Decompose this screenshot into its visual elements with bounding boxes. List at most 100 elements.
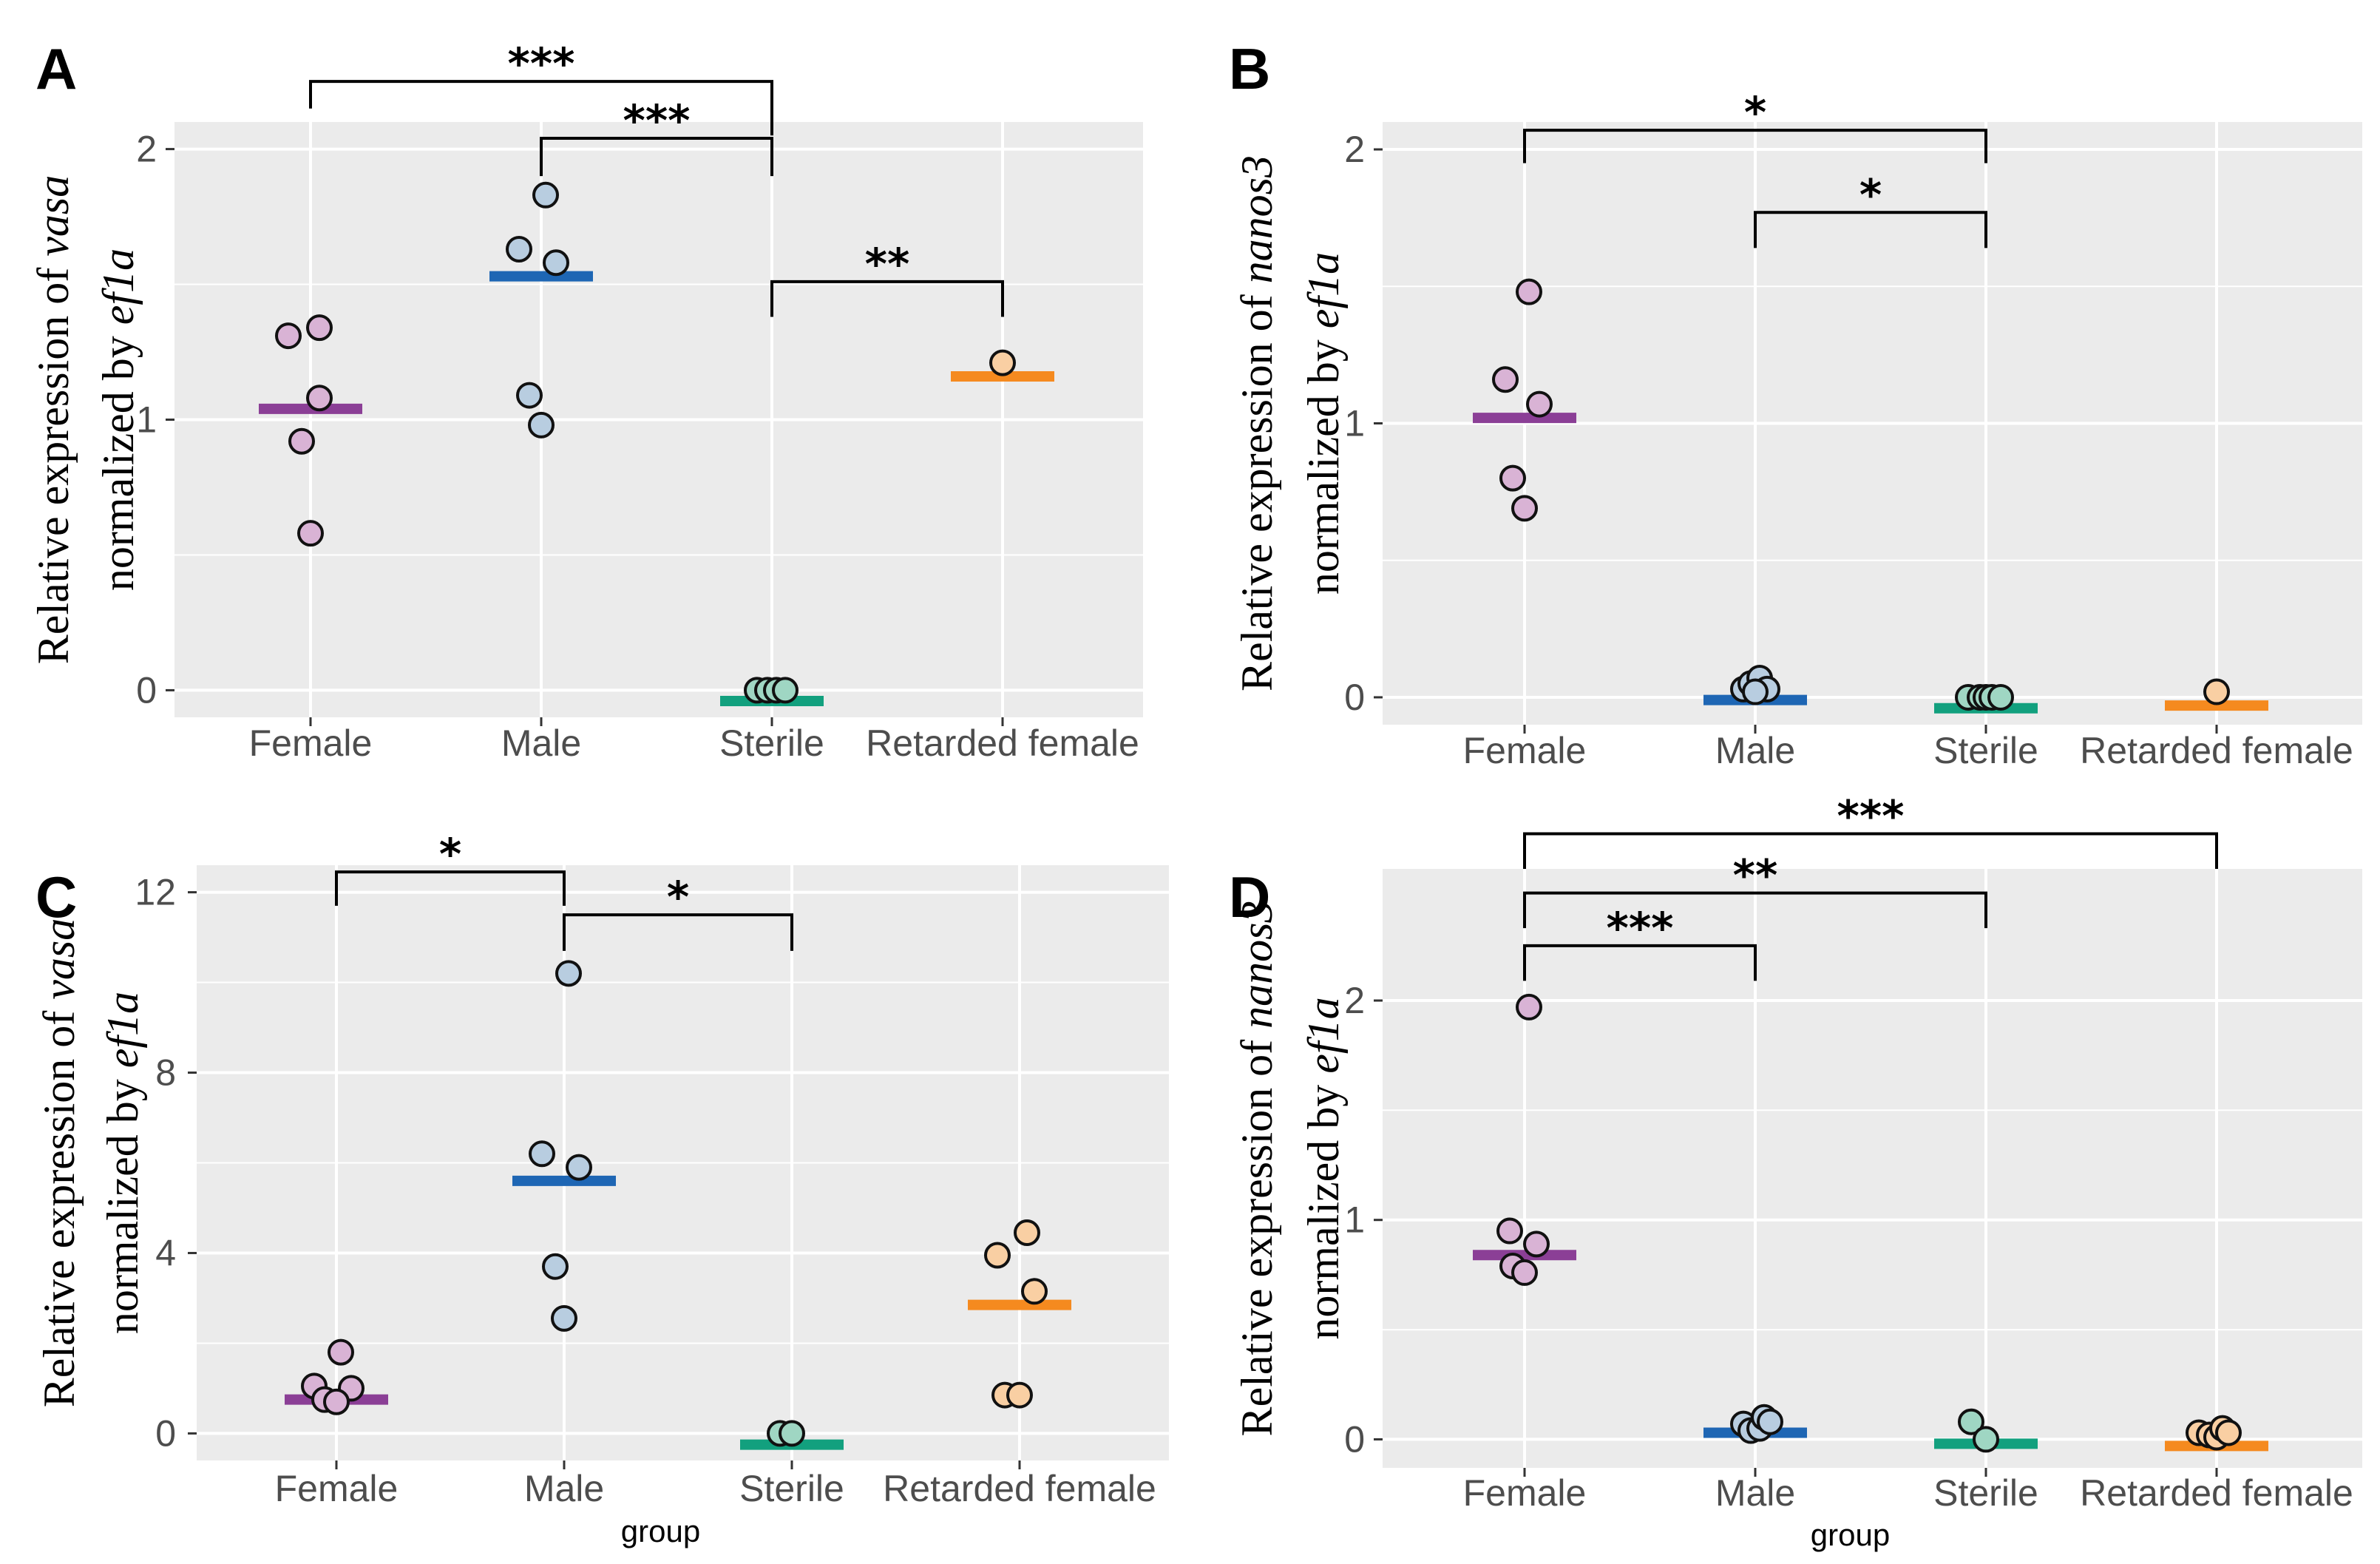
panel-b-ylabel-prefix: Relative expression of xyxy=(1233,283,1281,691)
panel-b-ylabel-normalizer: ef1a xyxy=(1299,252,1348,328)
panel-b-significance-label: * xyxy=(1859,169,1882,220)
panel-d-ylabel-line2: normalized by ef1a xyxy=(1299,997,1348,1339)
panel-c-point-male xyxy=(542,1253,569,1280)
panel-c-point-male xyxy=(555,960,582,987)
panel-a-point-male xyxy=(532,181,559,209)
panel-a-point-female xyxy=(275,322,302,350)
panel-a-point-sterile xyxy=(772,677,799,704)
panel-c-point-retarded-female xyxy=(1006,1381,1033,1409)
panel-a-significance-label: *** xyxy=(623,95,691,146)
panel-d-ytick-label: 1 xyxy=(1344,1199,1365,1241)
panel-b-ylabel-gene: nanos3 xyxy=(1233,155,1281,283)
panel-b: 0 1 2 Female Male Sterile Retarded female Relat… xyxy=(1229,36,2362,771)
panel-c-xtick-label-retarded-female: Retarded female xyxy=(883,1468,1156,1509)
panel-d-significance-bracket xyxy=(1523,944,1757,981)
panel-d-point-female xyxy=(1496,1217,1523,1245)
panel-b-point-female xyxy=(1511,495,1538,522)
panel-a-xtick-label-male: Male xyxy=(501,722,581,764)
panel-b-xtick-label-female: Female xyxy=(1463,730,1587,771)
panel-a-ytick-label: 0 xyxy=(136,669,157,711)
panel-a-ylabel-line2: normalized by ef1a xyxy=(94,248,143,591)
panel-c-xtick-label-female: Female xyxy=(275,1468,399,1509)
panel-c-xtick-label-sterile: Sterile xyxy=(739,1468,844,1509)
panel-a-letter: A xyxy=(35,36,77,101)
panel-d-ylabel-line1: Relative expression of nanos3 xyxy=(1233,901,1281,1437)
panel-d-significance-label: *** xyxy=(1837,791,1905,842)
panel-c-ylabel-prefix: Relative expression of xyxy=(35,1000,84,1408)
panel-a-point-male xyxy=(516,382,543,409)
panel-a-ylabel-gene: vasa xyxy=(29,175,78,257)
panel-a-ylabel-line1: Relative expression of vasa xyxy=(29,175,78,665)
panel-a-point-female xyxy=(306,314,333,342)
panel-d-point-sterile xyxy=(1973,1426,1999,1453)
panel-b-xtick-label-retarded-female: Retarded female xyxy=(2080,730,2353,771)
panel-d-ylabel-normalized-by: normalized by xyxy=(1299,1074,1348,1340)
panel-c-significance-bracket xyxy=(335,870,566,906)
panel-d-xtick-label-retarded-female: Retarded female xyxy=(2080,1472,2353,1514)
panel-a-significance-label: ** xyxy=(865,239,910,289)
panel-d-significance-bracket xyxy=(1523,832,2218,869)
panel-c-xlabel: group xyxy=(621,1514,700,1548)
panel-b-ytick-label: 0 xyxy=(1344,677,1365,718)
panel-c-ylabel-line1: Relative expression of vasa xyxy=(35,918,84,1408)
panel-a-point-female xyxy=(288,427,315,455)
panel-d-significance-label: *** xyxy=(1607,903,1674,953)
panel-a-xtick-label-sterile: Sterile xyxy=(719,722,824,764)
panel-d-ytick-label: 0 xyxy=(1344,1418,1365,1460)
panel-d-letter: D xyxy=(1229,864,1270,930)
panel-b-ytick-label: 1 xyxy=(1344,403,1365,444)
panel-c-point-female xyxy=(323,1388,350,1415)
panel-b-point-sterile xyxy=(1987,683,2014,711)
panel-b-xtick-label-sterile: Sterile xyxy=(1933,730,2038,771)
panel-d-point-female xyxy=(1511,1259,1538,1286)
panel-c-ytick-label: 12 xyxy=(135,872,176,913)
panel-a-xtick-label-retarded-female: Retarded female xyxy=(866,722,1139,764)
panel-c-point-retarded-female xyxy=(984,1242,1011,1269)
panel-d-ylabel-normalizer: ef1a xyxy=(1299,997,1348,1073)
panel-b-significance-label: * xyxy=(1744,87,1766,138)
panel-c-significance-label: * xyxy=(439,829,461,879)
panel-a-xtick-label-female: Female xyxy=(249,722,373,764)
panel-c-ylabel-line2: normalized by ef1a xyxy=(98,992,147,1334)
panel-a-significance-label: *** xyxy=(508,38,575,89)
panel-a-significance-bracket xyxy=(540,136,773,177)
panel-a-ytick-label: 2 xyxy=(136,129,157,170)
panel-b-point-male xyxy=(1742,678,1769,705)
panel-c-ylabel-normalizer: ef1a xyxy=(98,992,147,1068)
panel-b-point-female xyxy=(1492,366,1519,393)
panel-d-ytick-label: 2 xyxy=(1344,980,1365,1021)
panel-a-significance-bracket xyxy=(309,80,773,136)
panel-b-point-female xyxy=(1499,464,1526,492)
panel-c-point-sterile xyxy=(779,1420,805,1447)
panel-d-xlabel: group xyxy=(1811,1517,1890,1552)
panel-b-ytick-label: 2 xyxy=(1344,129,1365,170)
panel-c-point-female xyxy=(328,1338,354,1366)
panel-d-plot-background xyxy=(1383,869,2362,1468)
panel-d-point-retarded-female xyxy=(2215,1419,2242,1446)
panel-b-significance-bracket xyxy=(1754,211,1987,248)
panel-b-ylabel-normalized-by: normalized by xyxy=(1299,328,1348,595)
panel-a-point-retarded-female xyxy=(989,349,1016,376)
panel-d-ylabel-prefix: Relative expression of xyxy=(1233,1029,1281,1437)
panel-c-ytick-label: 8 xyxy=(155,1052,176,1094)
panel-a-point-male xyxy=(506,235,532,263)
panel-a-ylabel-normalized-by: normalized by xyxy=(94,325,143,591)
panel-b-ylabel-line1: Relative expression of nanos3 xyxy=(1233,155,1281,691)
panel-a-significance-bracket xyxy=(770,280,1004,317)
panel-c-ylabel-gene: vasa xyxy=(35,918,84,1000)
panel-c: 0 4 8 12 Female Male Sterile Retarded female gro… xyxy=(35,829,1169,1548)
panel-a-ytick-label: 1 xyxy=(136,399,157,441)
panel-c-point-retarded-female xyxy=(1014,1219,1040,1247)
panel-c-letter: C xyxy=(35,864,77,930)
panel-b-significance-bracket xyxy=(1523,129,1987,163)
panel-c-significance-bracket xyxy=(563,913,793,951)
panel-d-xtick-label-male: Male xyxy=(1715,1472,1795,1514)
panel-d-significance-label: ** xyxy=(1733,850,1778,901)
panel-a-ylabel-prefix: Relative expression of xyxy=(29,257,78,665)
panel-d-point-female xyxy=(1523,1230,1550,1258)
panel-d-point-sterile xyxy=(1958,1408,1984,1435)
panel-a-point-female xyxy=(306,385,333,412)
panel-a: 0 1 2 Female Male Sterile Retarded female Relat… xyxy=(29,36,1143,764)
panel-a-point-male xyxy=(528,411,555,439)
panel-b-ylabel-line2: normalized by ef1a xyxy=(1299,252,1348,595)
